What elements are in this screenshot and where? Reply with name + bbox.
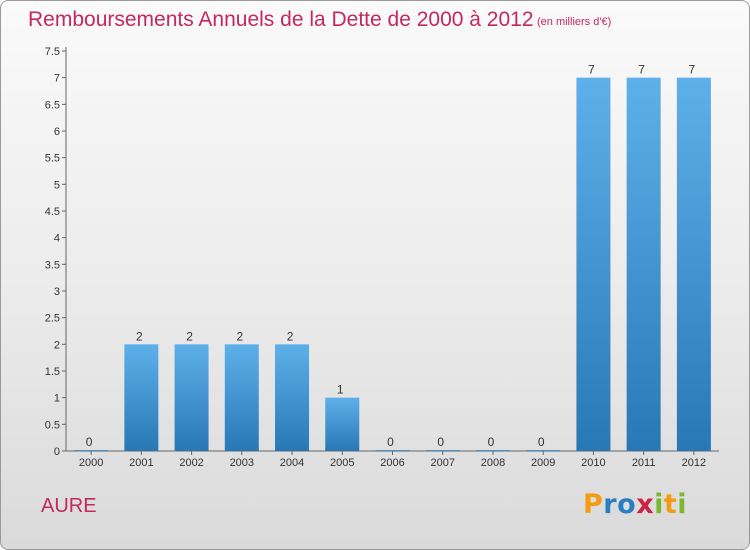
bar-2001: [124, 344, 159, 451]
x-tick-label: 2005: [330, 457, 354, 469]
y-tick-label: 0.5: [45, 419, 60, 431]
y-tick-label: 6.5: [45, 99, 60, 111]
bar-2003: [224, 344, 259, 451]
y-tick-label: 5.5: [45, 153, 60, 165]
y-tick-label: 4: [54, 233, 60, 245]
chart-unit: (en milliers d'€): [537, 16, 612, 28]
bar-2004: [275, 344, 310, 451]
bar-2005: [325, 397, 360, 451]
bar-2007: [425, 450, 460, 451]
commune-name: AURE: [41, 495, 97, 517]
x-tick-label: 2012: [682, 457, 706, 469]
x-tick-label: 2010: [581, 457, 605, 469]
y-tick-label: 0: [54, 446, 60, 458]
bar-2009: [526, 450, 561, 451]
data-label-2003: 2: [236, 329, 243, 343]
data-label-2010: 7: [588, 63, 595, 77]
bar-2002: [174, 344, 209, 451]
x-tick-label: 2001: [129, 457, 153, 469]
bar-2008: [475, 450, 510, 451]
y-tick-label: 4.5: [45, 206, 60, 218]
data-label-2002: 2: [186, 329, 193, 343]
data-label-2009: 0: [538, 435, 545, 449]
data-label-2001: 2: [136, 329, 143, 343]
y-tick-label: 2.5: [45, 313, 60, 325]
x-tick-label: 2000: [79, 457, 103, 469]
chart-title: Remboursements Annuels de la Dette de 20…: [28, 8, 534, 31]
data-label-2004: 2: [287, 329, 294, 343]
data-label-2008: 0: [488, 435, 495, 449]
x-tick-label: 2008: [481, 457, 505, 469]
logo-letter: x: [636, 489, 655, 520]
y-tick-label: 6: [54, 126, 60, 138]
x-tick-label: 2011: [632, 457, 656, 469]
y-tick-label: 3.5: [45, 259, 60, 271]
logo-letter: P: [583, 489, 604, 520]
bar-2010: [576, 77, 611, 452]
data-label-2000: 0: [86, 435, 93, 449]
y-tick-label: 7.5: [45, 46, 60, 58]
data-label-2005: 1: [337, 383, 344, 397]
x-tick-label: 2009: [531, 457, 555, 469]
y-tick-label: 5: [54, 179, 60, 191]
y-tick-label: 1.5: [45, 366, 60, 378]
data-label-2012: 7: [689, 63, 696, 77]
y-tick-label: 7: [54, 73, 60, 85]
y-tick-label: 2: [54, 339, 60, 351]
x-tick-label: 2007: [430, 457, 454, 469]
logo-letter: i: [677, 489, 688, 520]
bar-2006: [375, 450, 410, 451]
logo-letter: i: [654, 489, 664, 520]
y-tick-label: 1: [54, 393, 60, 405]
proxiti-logo: Proxiti: [583, 489, 687, 520]
data-label-2006: 0: [387, 435, 394, 449]
x-tick-label: 2004: [280, 457, 304, 469]
bar-2000: [74, 450, 109, 451]
data-label-2011: 7: [638, 63, 645, 77]
logo-letter: o: [617, 489, 637, 520]
logo-letter: r: [603, 489, 618, 520]
x-tick-label: 2006: [380, 457, 404, 469]
y-tick-label: 3: [54, 286, 60, 298]
logo-letter: t: [663, 489, 678, 520]
bar-2011: [626, 77, 661, 452]
data-label-2007: 0: [437, 435, 444, 449]
bar-2012: [676, 77, 711, 452]
x-tick-label: 2002: [179, 457, 203, 469]
x-tick-label: 2003: [230, 457, 254, 469]
